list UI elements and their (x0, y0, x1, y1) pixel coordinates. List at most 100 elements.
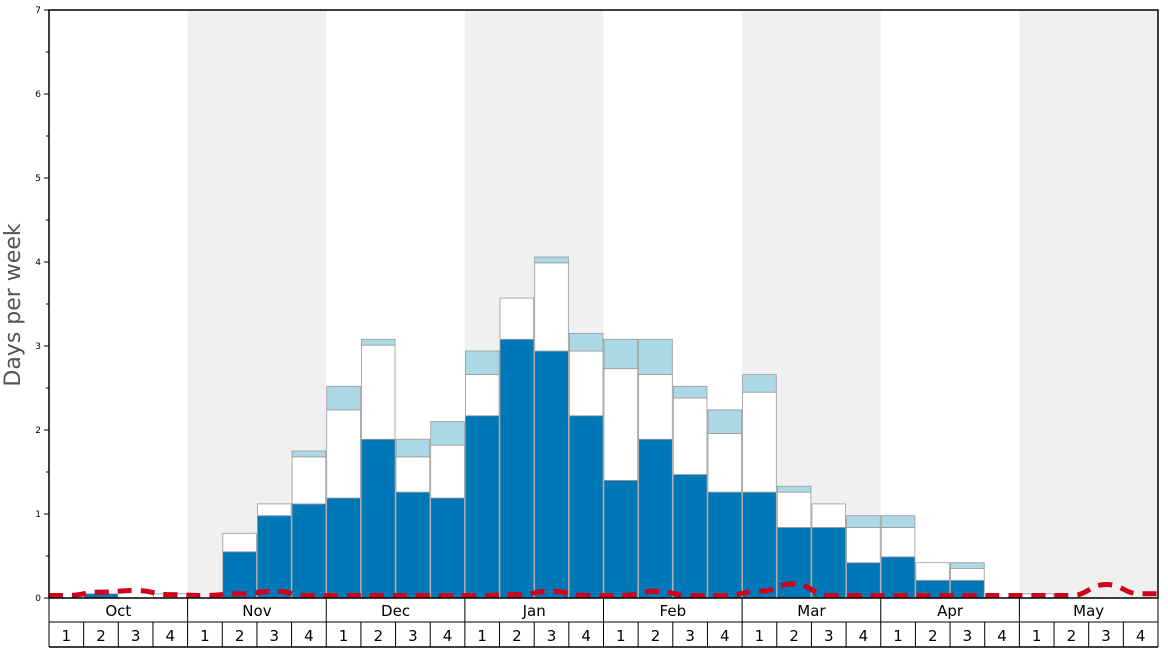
bar-segment-top (291, 450, 327, 458)
y-tick-label: 4 (35, 258, 41, 268)
week-label: 3 (269, 627, 279, 645)
month-label: Jan (522, 602, 546, 620)
bar-segment-bottom (638, 438, 673, 599)
bar-segment-top (950, 562, 985, 569)
bar-segment-top (707, 409, 743, 434)
bar-segment-bottom (464, 415, 500, 599)
bar-segment-bottom (326, 497, 361, 599)
bar-segment-top (464, 350, 500, 375)
week-label: 3 (1101, 627, 1111, 645)
bar-layer (83, 256, 1054, 599)
bar-segment-middle (361, 344, 396, 440)
month-label: Apr (937, 602, 964, 620)
week-label: 2 (789, 627, 799, 645)
week-label: 4 (720, 627, 730, 645)
month-axis: Oct Nov Dec Jan Feb Mar Apr May (48, 598, 1159, 623)
y-tick-label: 7 (35, 6, 41, 16)
bar-segment-top (326, 385, 361, 411)
week-label: 2 (512, 627, 522, 645)
bar-segment-bottom (742, 491, 777, 599)
week-label: 2 (928, 627, 938, 645)
week-label: 1 (1032, 627, 1042, 645)
bar-segment-top (672, 385, 708, 399)
bar-segment-bottom (603, 479, 639, 599)
bar-segment-bottom (568, 415, 604, 599)
bar-segment-middle (291, 456, 327, 505)
week-label: 1 (616, 627, 626, 645)
week-label: 2 (651, 627, 661, 645)
bar-segment-bottom (499, 338, 535, 599)
bar-segment-middle (950, 568, 985, 581)
bar-segment-bottom (222, 551, 257, 599)
bar-segment-bottom (291, 503, 327, 599)
bar-segment-middle (776, 491, 812, 528)
line-layer (49, 581, 1158, 598)
week-label: 2 (373, 627, 383, 645)
bar-segment-middle (534, 262, 569, 352)
week-label: 3 (131, 627, 141, 645)
week-label: 3 (824, 627, 834, 645)
bar-segment-middle (880, 527, 916, 558)
y-tick-label: 1 (35, 510, 41, 520)
bar-segment-middle (672, 397, 708, 475)
bar-segment-bottom (846, 562, 881, 599)
bar-segment-top (430, 421, 465, 446)
month-label: Feb (660, 602, 687, 620)
bar-segment-middle (464, 374, 500, 417)
bar-segment-middle (638, 374, 673, 440)
week-label: 1 (62, 627, 72, 645)
bar-segment-middle (395, 456, 431, 493)
y-axis-title: Days per week (1, 223, 26, 386)
month-label: Mar (797, 602, 826, 620)
bar-segment-middle (742, 391, 777, 493)
month-label: Oct (105, 602, 131, 620)
bar-segment-top (776, 485, 812, 493)
week-label: 1 (477, 627, 487, 645)
bar-segment-middle (568, 350, 604, 417)
bar-segment-bottom (361, 438, 396, 599)
bar-segment-middle (707, 432, 743, 493)
month-bands (187, 10, 1158, 598)
bar-segment-middle (430, 444, 465, 499)
bar-segment-top (568, 332, 604, 352)
bar-segment-middle (499, 297, 535, 340)
month-label: Dec (381, 602, 410, 620)
week-label: 4 (443, 627, 453, 645)
week-label: 3 (685, 627, 695, 645)
week-label: 4 (859, 627, 869, 645)
bar-segment-middle (915, 562, 950, 581)
bar-segment-bottom (811, 527, 846, 599)
bar-segment-top (638, 338, 673, 375)
bar-segment-bottom (707, 491, 743, 599)
bar-segment-bottom (395, 491, 431, 599)
month-band (1019, 10, 1158, 598)
week-label: 2 (235, 627, 245, 645)
series-line (49, 581, 1158, 598)
y-tick-label: 3 (35, 342, 41, 352)
bar-segment-top (846, 515, 881, 528)
week-label: 3 (408, 627, 418, 645)
week-label: 4 (581, 627, 591, 645)
y-tick-label: 5 (35, 174, 41, 184)
bar-segment-bottom (534, 350, 569, 599)
week-label: 4 (166, 627, 176, 645)
week-label: 1 (339, 627, 349, 645)
bar-segment-top (880, 515, 916, 528)
week-label: 2 (96, 627, 106, 645)
bar-segment-top (742, 374, 777, 393)
bar-segment-bottom (880, 556, 916, 599)
week-label: 3 (547, 627, 557, 645)
week-label: 3 (963, 627, 973, 645)
bar-segment-middle (603, 368, 639, 481)
week-label: 4 (1136, 627, 1146, 645)
bar-segment-top (534, 256, 569, 264)
bar-segment-middle (326, 409, 361, 499)
y-axis: 0 1 2 3 4 5 6 7 (35, 6, 49, 604)
bar-segment-top (395, 438, 431, 458)
month-label: May (1073, 602, 1104, 620)
y-tick-label: 0 (35, 594, 41, 604)
week-axis: 1 2 3 4 1 2 3 4 1 2 3 4 1 2 3 4 1 2 3 4 1 2 3 4 1 2 3 4 1 2 3 4 (48, 622, 1159, 648)
bar-segment-middle (846, 527, 881, 564)
